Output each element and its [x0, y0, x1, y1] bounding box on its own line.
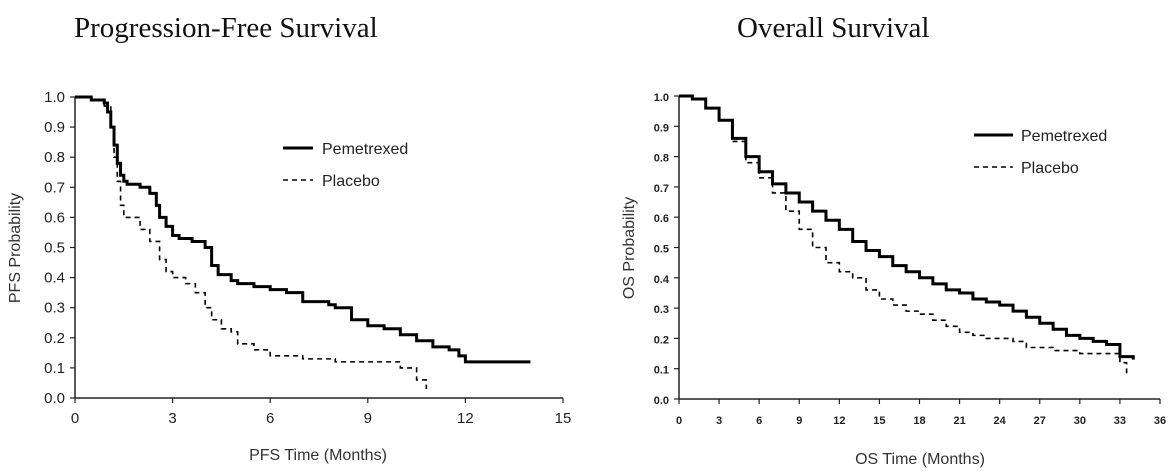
chart-title-pfs: Progression-Free Survival: [74, 12, 378, 44]
os-y-tick-label: 0.1: [654, 365, 669, 377]
os-x-tick-label: 30: [1074, 415, 1086, 427]
chart-title-os: Overall Survival: [737, 12, 930, 44]
os-y-tick-label: 1.0: [654, 92, 669, 104]
pfs-y-tick-label: 0.4: [44, 270, 65, 287]
pfs-legend-label-pemetrexed: Pemetrexed: [322, 141, 408, 158]
os-y-tick-label: 0.0: [654, 395, 669, 407]
pfs-x-tick-label: 9: [364, 410, 372, 427]
os-x-tick-label: 33: [1114, 415, 1126, 427]
os-x-tick-label: 6: [756, 415, 762, 427]
pfs-x-axis-title: PFS Time (Months): [249, 447, 387, 464]
os-y-tick-label: 0.9: [654, 122, 669, 134]
pfs-x-tick-label: 12: [457, 410, 474, 427]
os-x-tick-label: 18: [913, 415, 925, 427]
os-x-tick-label: 0: [676, 415, 682, 427]
pfs-x-tick-label: 15: [555, 410, 572, 427]
os-x-tick-label: 3: [716, 415, 722, 427]
pfs-legend-label-placebo: Placebo: [322, 173, 380, 190]
os-x-tick-label: 15: [873, 415, 885, 427]
os-x-tick-label: 27: [1034, 415, 1046, 427]
pfs-x-tick-label: 0: [71, 410, 79, 427]
os-series-pemetrexed: [679, 94, 1135, 360]
os-y-tick-label: 0.2: [654, 334, 669, 346]
os-y-tick-label: 0.7: [654, 183, 669, 195]
pfs-y-tick-label: 0.0: [44, 390, 65, 407]
os-x-tick-label: 36: [1154, 415, 1166, 427]
pfs-x-tick-label: 3: [168, 410, 176, 427]
os-y-tick-label: 0.5: [654, 244, 669, 256]
os-y-tick-label: 0.6: [654, 213, 669, 225]
os-legend-label-placebo: Placebo: [1021, 160, 1079, 177]
os-y-tick-label: 0.3: [654, 304, 669, 316]
pfs-y-tick-label: 0.7: [44, 179, 65, 196]
pfs-y-tick-label: 0.1: [44, 360, 65, 377]
os-x-tick-label: 24: [994, 415, 1007, 427]
os-x-tick-label: 9: [796, 415, 802, 427]
pfs-x-tick-label: 6: [266, 410, 274, 427]
pfs-series-placebo: [75, 96, 428, 389]
pfs-y-tick-label: 1.0: [44, 89, 65, 106]
os-x-tick-label: 12: [833, 415, 845, 427]
pfs-series-pemetrexed: [75, 95, 531, 364]
os-y-tick-label: 0.8: [654, 153, 669, 165]
pfs-y-tick-label: 0.6: [44, 209, 65, 226]
os-y-axis-title: OS Probability: [621, 197, 638, 299]
pfs-y-tick-label: 0.5: [44, 240, 65, 257]
pfs-y-tick-label: 0.2: [44, 330, 65, 347]
os-legend-label-pemetrexed: Pemetrexed: [1021, 128, 1107, 145]
os-x-axis-title: OS Time (Months): [855, 451, 985, 468]
pfs-y-tick-label: 0.9: [44, 119, 65, 136]
pfs-y-tick-label: 0.8: [44, 149, 65, 166]
os-y-tick-label: 0.4: [654, 274, 670, 286]
os-x-tick-label: 21: [953, 415, 965, 427]
pfs-y-tick-label: 0.3: [44, 300, 65, 317]
pfs-y-axis-title: PFS Probability: [7, 193, 24, 303]
